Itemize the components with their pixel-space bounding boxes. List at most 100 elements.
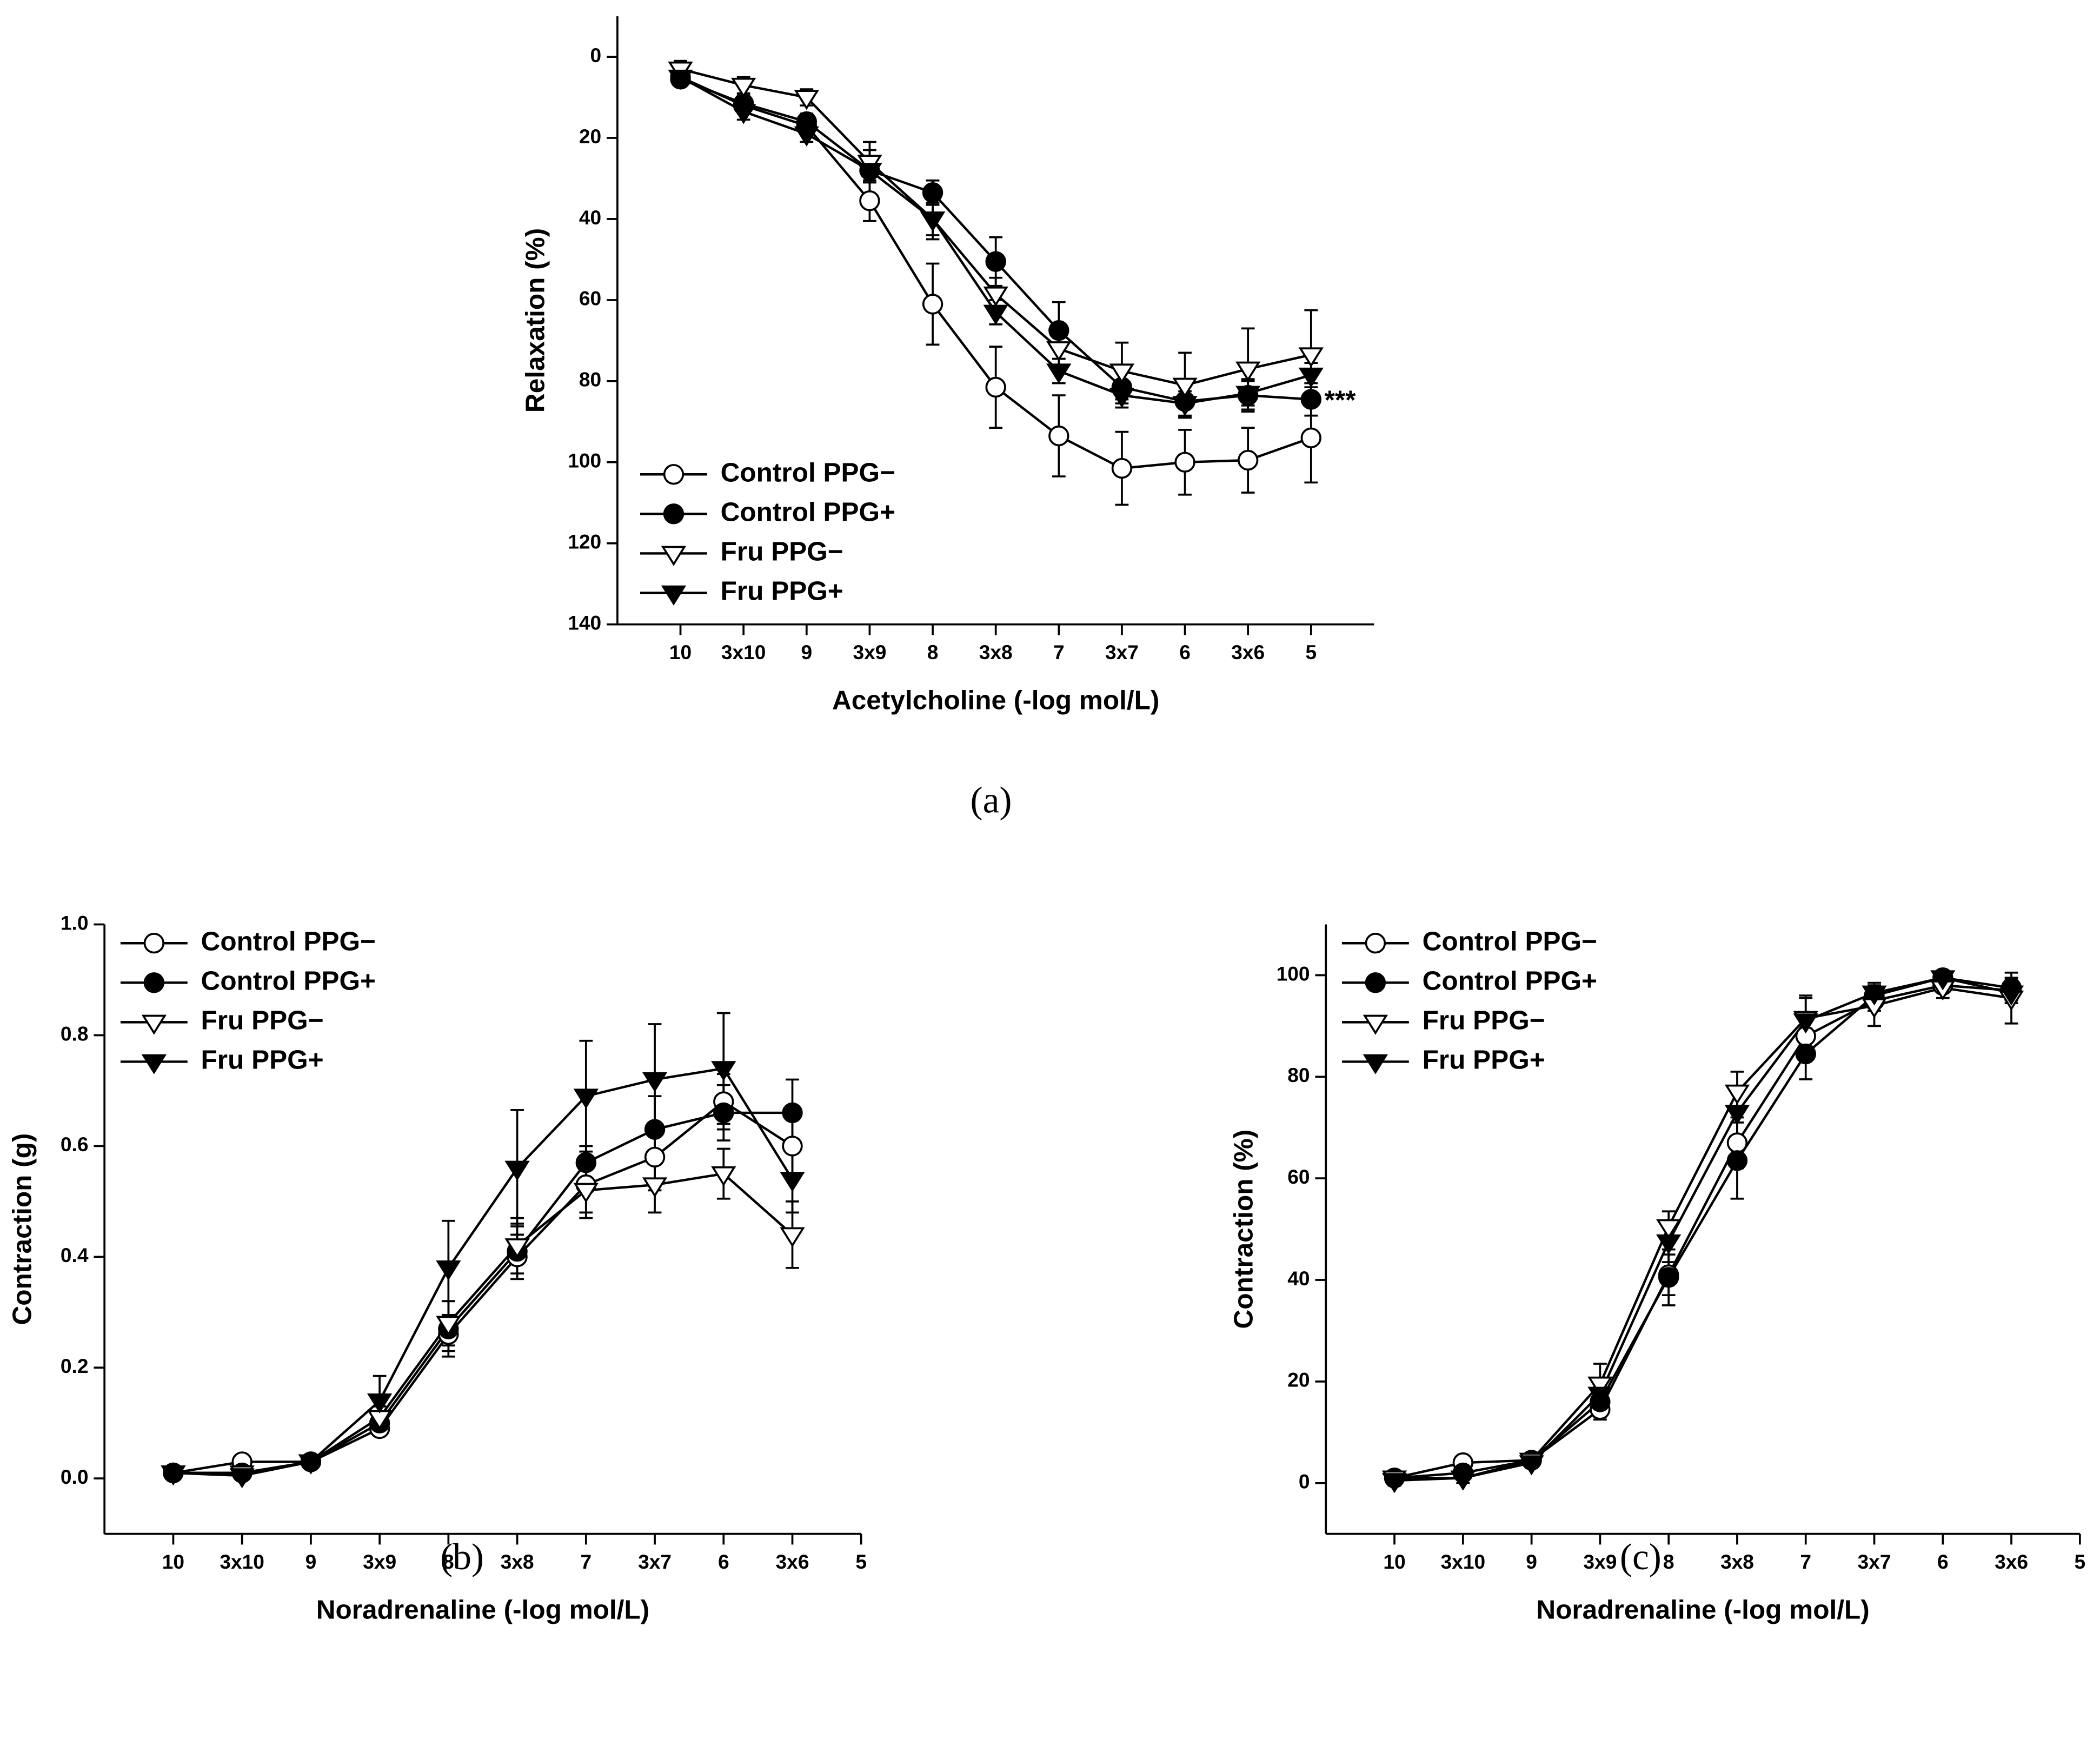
data-point — [1048, 320, 1069, 341]
data-point — [782, 1136, 803, 1157]
legend-marker — [1363, 1014, 1388, 1035]
x-tick-label: 9 — [801, 641, 812, 663]
y-tick-label: 80 — [579, 368, 601, 391]
legend-label: Control PPG− — [721, 457, 895, 487]
series-line — [1394, 984, 2012, 1479]
y-tick-label: 40 — [1287, 1267, 1310, 1290]
data-point — [367, 1393, 393, 1414]
data-point — [298, 1454, 324, 1475]
legend-marker — [1365, 933, 1386, 954]
legend-label: Fru PPG− — [1423, 1005, 1545, 1035]
data-point — [983, 304, 1008, 325]
data-point — [920, 211, 946, 232]
x-tick-label: 5 — [1305, 641, 1317, 663]
y-tick-label: 100 — [1277, 962, 1310, 985]
y-tick-label: 20 — [1287, 1369, 1310, 1391]
data-point — [644, 1146, 666, 1168]
y-tick-label: 40 — [579, 206, 601, 229]
data-point — [229, 1468, 255, 1489]
x-tick-label: 7 — [580, 1550, 592, 1573]
x-tick-label: 6 — [718, 1550, 729, 1573]
data-point — [922, 182, 943, 203]
data-point — [780, 1172, 805, 1192]
x-tick-label: 3x7 — [1105, 641, 1139, 663]
data-point — [1862, 985, 1887, 1006]
data-point — [1174, 452, 1195, 473]
data-point — [985, 376, 1006, 398]
y-tick-label: 0.0 — [61, 1465, 89, 1488]
legend-marker — [661, 546, 687, 566]
x-tick-label: 3x7 — [638, 1550, 672, 1573]
data-point — [1587, 1386, 1613, 1407]
data-point — [1724, 1084, 1750, 1105]
x-axis-title: Noradrenaline (-log mol/L) — [1536, 1595, 1869, 1624]
legend-marker — [1365, 972, 1386, 993]
legend-label: Fru PPG+ — [201, 1045, 324, 1075]
data-point — [1658, 1267, 1679, 1288]
x-axis-title: Acetylcholine (-log mol/L) — [832, 685, 1159, 715]
y-tick-label: 0.2 — [61, 1355, 89, 1377]
data-point — [731, 77, 756, 98]
data-point — [1300, 389, 1322, 410]
data-point — [1930, 970, 1956, 991]
legend-marker — [141, 1014, 167, 1035]
data-point — [1795, 1043, 1816, 1065]
data-point — [922, 294, 943, 315]
legend-label: Fru PPG− — [201, 1005, 324, 1035]
legend-label: Fru PPG+ — [721, 576, 843, 606]
data-point — [1298, 347, 1324, 368]
y-tick-label: 140 — [568, 612, 601, 634]
x-tick-label: 3x8 — [979, 641, 1013, 663]
series-line — [1394, 976, 2012, 1482]
x-tick-label: 3x10 — [721, 641, 766, 663]
x-tick-label: 5 — [2075, 1550, 2086, 1573]
x-tick-label: 8 — [927, 641, 939, 663]
data-point — [504, 1160, 530, 1181]
data-point — [1656, 1219, 1682, 1239]
y-axis-title: Contraction (%) — [1229, 1130, 1259, 1329]
x-tick-label: 6 — [1937, 1550, 1949, 1573]
annotation: *** — [1325, 386, 1357, 415]
data-point — [1726, 1132, 1748, 1153]
data-point — [794, 90, 819, 110]
x-tick-label: 9 — [305, 1550, 317, 1573]
data-point — [642, 1177, 668, 1198]
x-tick-label: 3x6 — [1231, 641, 1265, 663]
legend-marker — [661, 585, 687, 606]
panel-label: (a) — [971, 780, 1012, 821]
x-tick-label: 3x10 — [220, 1550, 264, 1573]
x-tick-label: 10 — [669, 641, 692, 663]
x-tick-label: 3x8 — [1720, 1550, 1754, 1573]
data-point — [859, 190, 880, 211]
legend-label: Fru PPG− — [721, 537, 843, 567]
x-tick-label: 3x9 — [853, 641, 886, 663]
data-point — [575, 1152, 597, 1173]
x-tick-label: 10 — [1383, 1550, 1405, 1573]
data-point — [1519, 1455, 1544, 1476]
legend-label: Control PPG+ — [201, 966, 376, 995]
x-tick-label: 3x9 — [1583, 1550, 1617, 1573]
data-point — [1587, 1376, 1613, 1397]
data-point — [985, 251, 1006, 272]
y-tick-label: 1.0 — [61, 911, 89, 934]
x-tick-label: 3x10 — [1441, 1550, 1486, 1573]
data-point — [1109, 388, 1135, 408]
x-tick-label: 3x6 — [776, 1550, 809, 1573]
panel-label: (c) — [1620, 1536, 1662, 1578]
data-point — [1235, 361, 1261, 382]
data-point — [1109, 363, 1135, 384]
data-point — [1656, 1234, 1682, 1255]
legend-label: Control PPG+ — [721, 497, 895, 527]
legend-marker — [663, 464, 685, 485]
x-tick-label: 5 — [855, 1550, 867, 1573]
legend-label: Control PPG− — [1423, 926, 1597, 956]
y-tick-label: 60 — [579, 287, 601, 310]
y-tick-label: 0.8 — [61, 1022, 89, 1045]
data-point — [161, 1465, 186, 1486]
legend-marker — [141, 1054, 167, 1074]
data-point — [794, 126, 819, 147]
data-point — [1298, 367, 1324, 388]
data-point — [1793, 1013, 1818, 1034]
data-point — [668, 69, 693, 90]
